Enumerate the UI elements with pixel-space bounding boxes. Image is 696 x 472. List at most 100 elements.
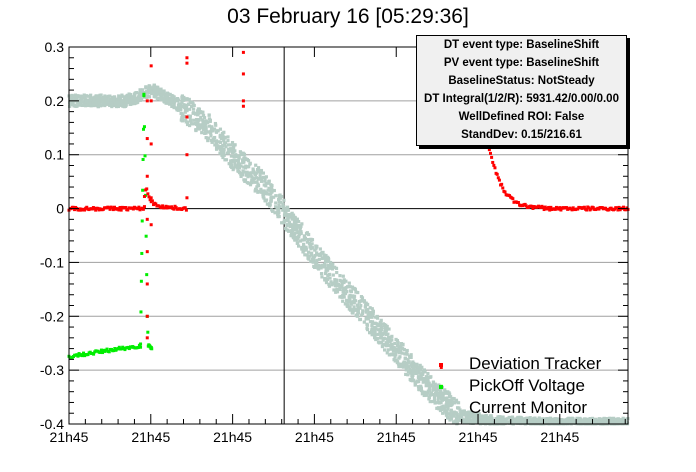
current-monitor-point <box>411 360 415 364</box>
current-monitor-point <box>609 419 613 423</box>
current-monitor-point <box>311 255 316 259</box>
legend-marker <box>439 385 443 389</box>
current-monitor-point <box>258 174 262 178</box>
deviation-tracker-point <box>492 163 496 167</box>
current-monitor-point <box>274 194 278 198</box>
current-monitor-point <box>153 90 157 94</box>
current-monitor-point <box>483 417 487 422</box>
current-monitor-point <box>195 113 200 117</box>
current-monitor-point <box>487 415 491 420</box>
deviation-tracker-point <box>111 208 115 212</box>
current-monitor-point <box>239 164 243 168</box>
deviation-tracker-point <box>136 207 140 211</box>
current-monitor-point <box>403 356 408 360</box>
current-monitor-point <box>74 104 78 108</box>
current-monitor-point <box>354 308 358 312</box>
current-monitor-point <box>196 124 200 128</box>
current-monitor-point <box>119 101 123 105</box>
current-monitor-point <box>407 354 412 358</box>
current-monitor-point <box>259 168 264 173</box>
pickoff-voltage-point <box>142 125 146 129</box>
current-monitor-point <box>439 391 444 396</box>
current-monitor-point <box>324 253 328 258</box>
current-monitor-point <box>101 98 105 103</box>
current-monitor-point <box>395 347 400 351</box>
current-monitor-point <box>443 388 447 392</box>
current-monitor-point <box>539 419 543 424</box>
current-monitor-point <box>428 399 432 404</box>
current-monitor-point <box>288 224 292 229</box>
current-monitor-point <box>383 348 387 352</box>
deviation-tracker-point <box>163 206 167 210</box>
current-monitor-point <box>381 342 385 347</box>
deviation-tracker-point <box>145 174 149 178</box>
current-monitor-point <box>384 323 388 327</box>
current-monitor-point <box>118 95 123 99</box>
current-monitor-point <box>597 417 601 421</box>
current-monitor-point <box>226 139 230 143</box>
deviation-tracker-point <box>582 205 586 209</box>
current-monitor-point <box>621 416 625 420</box>
current-monitor-point <box>448 399 453 403</box>
current-monitor-point <box>296 236 300 240</box>
current-monitor-point <box>184 97 188 101</box>
deviation-tracker-point <box>546 207 550 211</box>
current-monitor-point <box>261 195 265 199</box>
current-monitor-point <box>563 421 567 425</box>
current-monitor-point <box>201 121 205 125</box>
current-monitor-point <box>363 305 368 309</box>
current-monitor-point <box>426 378 430 382</box>
current-monitor-point <box>284 211 288 215</box>
current-monitor-point <box>368 306 372 310</box>
current-monitor-point <box>306 237 310 242</box>
current-monitor-point <box>296 244 301 248</box>
current-monitor-point <box>379 318 383 322</box>
current-monitor-point <box>414 363 418 367</box>
current-monitor-point <box>370 327 375 331</box>
deviation-tracker-point <box>587 206 591 210</box>
current-monitor-point <box>122 96 127 100</box>
current-monitor-point <box>310 242 314 246</box>
current-monitor-point <box>99 103 103 108</box>
current-monitor-point <box>324 280 329 285</box>
deviation-tracker-point <box>507 194 511 198</box>
current-monitor-point <box>356 290 360 295</box>
current-monitor-point <box>326 273 330 277</box>
current-monitor-point <box>420 392 424 396</box>
pickoff-voltage-point <box>77 352 81 356</box>
current-monitor-point <box>236 154 241 158</box>
pickoff-voltage-point <box>101 351 105 355</box>
current-monitor-point <box>303 253 307 257</box>
x-tick-label: 21h45 <box>213 429 252 445</box>
pickoff-voltage-point <box>76 354 80 358</box>
deviation-tracker-point <box>145 217 149 221</box>
current-monitor-point <box>140 88 144 92</box>
current-monitor-point <box>196 121 200 125</box>
current-monitor-point <box>390 334 394 338</box>
current-monitor-point <box>331 281 335 285</box>
current-monitor-point <box>328 263 332 267</box>
current-monitor-point <box>447 412 451 416</box>
deviation-tracker-point <box>170 205 174 209</box>
current-monitor-point <box>433 382 437 386</box>
current-monitor-point <box>116 100 121 105</box>
current-monitor-point <box>449 415 453 419</box>
deviation-tracker-point <box>172 207 176 211</box>
info-stand-dev: StandDev: 0.15/216.61 <box>461 129 582 141</box>
current-monitor-point <box>145 94 150 98</box>
deviation-tracker-point <box>585 208 589 212</box>
current-monitor-point <box>347 281 351 285</box>
current-monitor-point <box>566 420 570 424</box>
current-monitor-point <box>249 173 253 177</box>
deviation-tracker-point <box>496 176 500 180</box>
current-monitor-point <box>496 415 500 419</box>
current-monitor-point <box>473 417 478 421</box>
current-monitor-point <box>124 94 128 98</box>
current-monitor-point <box>263 179 267 183</box>
current-monitor-point <box>281 204 285 208</box>
current-monitor-point <box>426 391 430 395</box>
current-monitor-point <box>294 228 298 232</box>
current-monitor-point <box>342 279 346 283</box>
current-monitor-point <box>155 91 159 95</box>
